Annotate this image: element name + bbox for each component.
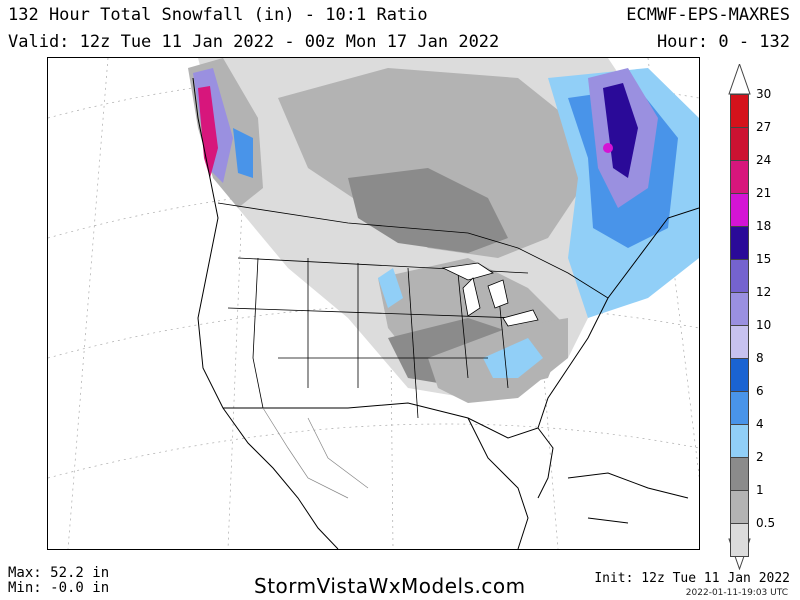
coastlines	[192, 77, 699, 549]
legend-swatch-2	[730, 457, 749, 490]
max-value: Max: 52.2 in	[8, 565, 110, 581]
snow-field-pnw	[188, 58, 263, 208]
legend-swatch-30	[730, 94, 749, 127]
legend-swatch-18	[730, 226, 749, 259]
legend-label: 15	[756, 252, 772, 266]
generated-timestamp: 2022-01-11-19:03 UTC	[685, 588, 788, 598]
legend-swatch-15	[730, 259, 749, 292]
legend-swatch-1	[730, 490, 749, 523]
legend-label: 2	[756, 450, 764, 464]
mexico-borders	[262, 407, 369, 499]
init-time: Init: 12z Tue 11 Jan 2022	[594, 571, 790, 586]
legend-swatch-24	[730, 160, 749, 193]
map-canvas	[48, 58, 699, 549]
legend-label: 1	[756, 483, 764, 497]
brand-watermark[interactable]: StormVistaWxModels.com	[254, 574, 526, 598]
legend-label: 21	[756, 186, 772, 200]
legend-swatch-10	[730, 325, 749, 358]
legend-label: 30	[756, 87, 772, 101]
model-name: ECMWF-EPS-MAXRES	[626, 5, 790, 25]
legend-label: 10	[756, 318, 772, 332]
snow-field-21in	[603, 143, 613, 153]
legend-swatch-27	[730, 127, 749, 160]
legend-label: 24	[756, 153, 772, 167]
snow-field-18in	[603, 83, 638, 178]
legend-swatch-21	[730, 193, 749, 226]
legend-label: 12	[756, 285, 772, 299]
min-value: Min: -0.0 in	[8, 580, 110, 596]
legend-label: 4	[756, 417, 764, 431]
legend-label: 8	[756, 351, 764, 365]
forecast-hour-range: Hour: 0 - 132	[656, 32, 790, 52]
legend-label: 18	[756, 219, 772, 233]
legend-swatch-6	[730, 391, 749, 424]
great-lakes	[441, 262, 539, 327]
snowfall-legend: 30 27 24 21 18 15 12 10 8 6 4 2 1 0.5	[728, 64, 798, 570]
legend-swatch-below-min	[730, 556, 749, 557]
snow-field-southeast	[428, 318, 568, 403]
legend-label: 0.5	[756, 516, 776, 530]
map-title: 132 Hour Total Snowfall (in) - 10:1 Rati…	[8, 5, 428, 25]
legend-top-arrow	[728, 64, 751, 95]
legend-label: 27	[756, 120, 772, 134]
legend-swatch-4	[730, 424, 749, 457]
valid-period: Valid: 12z Tue 11 Jan 2022 - 00z Mon 17 …	[8, 32, 500, 52]
legend-label: 6	[756, 384, 764, 398]
legend-swatch-0-5	[730, 523, 749, 556]
legend-swatch-8	[730, 358, 749, 391]
snowfall-map	[47, 57, 700, 550]
legend-swatch-12	[730, 292, 749, 325]
